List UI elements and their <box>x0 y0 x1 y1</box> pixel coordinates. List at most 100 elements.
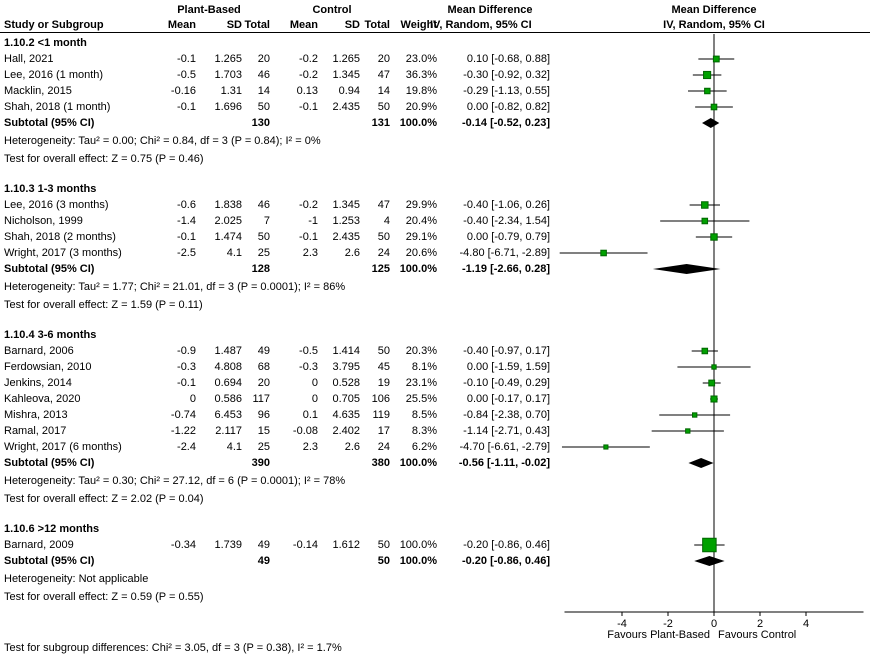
overall-effect-text: Test for overall effect: Z = 0.59 (P = 0… <box>4 591 204 603</box>
study-ci_text: 0.00 [-1.59, 1.59] <box>466 361 550 373</box>
effect-square <box>703 70 712 80</box>
subtotal-diamond <box>688 458 714 468</box>
effect-square <box>692 412 698 418</box>
study-mean1: -0.9 <box>177 345 196 357</box>
study-name: Shah, 2018 (2 months) <box>4 231 116 243</box>
study-name: Kahleova, 2020 <box>4 393 81 405</box>
study-sd2: 2.435 <box>332 101 360 113</box>
study-mean2: -0.14 <box>292 539 318 551</box>
study-mean1: -2.4 <box>177 441 196 453</box>
study-sd2: 3.795 <box>332 361 360 373</box>
study-n1: 68 <box>257 361 270 373</box>
study-n1: 96 <box>257 409 270 421</box>
overall-effect-text: Test for overall effect: Z = 1.59 (P = 0… <box>4 299 203 311</box>
study-ci_text: 0.00 [-0.17, 0.17] <box>466 393 550 405</box>
subtotal-total-plant: 128 <box>251 263 270 275</box>
effect-square <box>701 217 709 225</box>
plot-subtitle: IV, Random, 95% CI <box>663 19 765 31</box>
study-mean2: 2.3 <box>302 441 318 453</box>
study-weight: 20.4% <box>405 215 437 227</box>
study-name: Macklin, 2015 <box>4 85 72 97</box>
col-total-control: Total <box>364 19 390 31</box>
study-sd1: 1.474 <box>214 231 242 243</box>
study-sd1: 1.838 <box>214 199 242 211</box>
subtotal-label: Subtotal (95% CI) <box>4 117 95 129</box>
subtotal-diamond <box>652 264 721 274</box>
study-sd2: 1.345 <box>332 69 360 81</box>
study-n1: 46 <box>257 199 270 211</box>
study-n1: 49 <box>257 345 270 357</box>
study-ci_text: -0.20 [-0.86, 0.46] <box>463 539 550 551</box>
subtotal-ci: -0.14 [-0.52, 0.23] <box>461 117 550 129</box>
study-ci_text: 0.10 [-0.68, 0.88] <box>466 53 550 65</box>
study-n2: 17 <box>377 425 390 437</box>
study-sd1: 4.1 <box>226 247 242 259</box>
col-sd-control: SD <box>344 19 360 31</box>
study-ci_text: -0.40 [-0.97, 0.17] <box>463 345 550 357</box>
col-mean-control: Mean <box>289 19 318 31</box>
study-weight: 6.2% <box>411 441 437 453</box>
study-mean2: 0 <box>311 393 318 405</box>
study-n1: 20 <box>257 377 270 389</box>
study-mean2: 0.13 <box>296 85 318 97</box>
study-mean1: -2.5 <box>177 247 196 259</box>
study-n2: 50 <box>377 231 390 243</box>
study-mean1: -0.1 <box>177 53 196 65</box>
study-mean1: -0.1 <box>177 377 196 389</box>
study-sd1: 1.739 <box>214 539 242 551</box>
study-name: Lee, 2016 (3 months) <box>4 199 109 211</box>
subtotal-total-control: 50 <box>377 555 390 567</box>
study-name: Lee, 2016 (1 month) <box>4 69 104 81</box>
study-n2: 47 <box>377 199 390 211</box>
subtotal-ci: -1.19 [-2.66, 0.28] <box>461 263 550 275</box>
study-mean1: -0.16 <box>170 85 196 97</box>
subtotal-total-plant: 130 <box>251 117 270 129</box>
subtotal-weight: 100.0% <box>399 555 437 567</box>
col-ci: IV, Random, 95% CI <box>430 19 532 31</box>
study-n1: 15 <box>257 425 270 437</box>
study-sd2: 1.345 <box>332 199 360 211</box>
study-name: Wright, 2017 (3 months) <box>4 247 122 259</box>
study-n1: 25 <box>257 247 270 259</box>
study-sd2: 2.402 <box>332 425 360 437</box>
study-n2: 50 <box>377 101 390 113</box>
axis-tick-label: 0 <box>711 618 717 630</box>
group-header-plant-based: Plant-Based <box>177 4 241 16</box>
study-mean1: -0.5 <box>177 69 196 81</box>
study-weight: 8.1% <box>411 361 437 373</box>
study-weight: 29.1% <box>405 231 437 243</box>
col-sd-plant: SD <box>226 19 242 31</box>
study-ci_text: -0.40 [-2.34, 1.54] <box>463 215 550 227</box>
study-sd2: 2.6 <box>344 441 360 453</box>
subtotal-label: Subtotal (95% CI) <box>4 263 95 275</box>
study-mean1: -1.4 <box>177 215 196 227</box>
study-n1: 117 <box>252 393 270 405</box>
study-weight: 100.0% <box>399 539 437 551</box>
study-sd2: 1.253 <box>332 215 360 227</box>
study-weight: 29.9% <box>405 199 437 211</box>
study-name: Ferdowsian, 2010 <box>4 361 92 373</box>
study-mean1: -0.1 <box>177 101 196 113</box>
study-n2: 4 <box>383 215 390 227</box>
study-name: Ramal, 2017 <box>4 425 67 437</box>
subtotal-ci: -0.56 [-1.11, -0.02] <box>458 457 550 469</box>
col-weight: Weight <box>400 19 437 31</box>
subtotal-diamond <box>702 118 720 128</box>
study-ci_text: -4.80 [-6.71, -2.89] <box>459 247 551 259</box>
group-header-control: Control <box>312 4 352 16</box>
subtotal-ci: -0.20 [-0.86, 0.46] <box>461 555 550 567</box>
study-n1: 20 <box>257 53 270 65</box>
effect-square <box>701 201 709 209</box>
study-name: Nicholson, 1999 <box>4 215 83 227</box>
effect-square <box>710 103 718 111</box>
study-mean2: 0.1 <box>302 409 318 421</box>
subtotal-total-control: 131 <box>371 117 390 129</box>
favours-left-label: Favours Plant-Based <box>607 629 710 641</box>
study-weight: 8.5% <box>411 409 437 421</box>
study-mean2: 0 <box>311 377 318 389</box>
subtotal-weight: 100.0% <box>399 263 437 275</box>
study-weight: 20.6% <box>405 247 437 259</box>
study-mean2: -0.2 <box>299 69 318 81</box>
study-name: Mishra, 2013 <box>4 409 68 421</box>
study-ci_text: -0.10 [-0.49, 0.29] <box>463 377 550 389</box>
